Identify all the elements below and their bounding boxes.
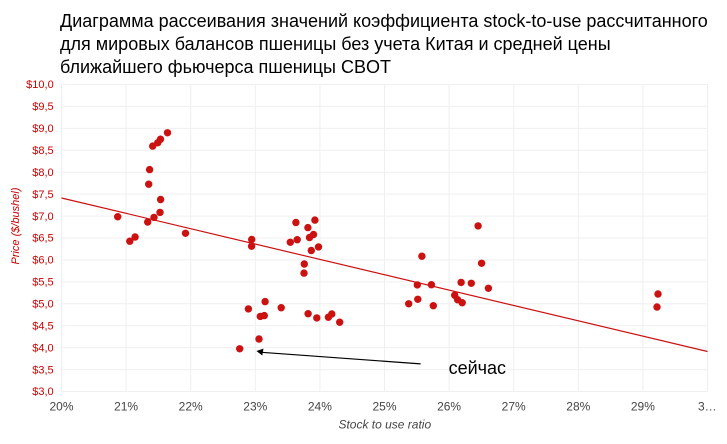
svg-text:$8,0: $8,0 (32, 167, 53, 179)
svg-text:$5,5: $5,5 (32, 277, 53, 289)
svg-text:для мировых балансов пшеницы б: для мировых балансов пшеницы без учета К… (60, 34, 611, 54)
svg-text:Stock to use ratio: Stock to use ratio (338, 418, 431, 432)
svg-text:$6,5: $6,5 (32, 233, 53, 245)
svg-text:$8,5: $8,5 (32, 145, 53, 157)
svg-text:26%: 26% (437, 400, 461, 414)
svg-text:$7,5: $7,5 (32, 189, 53, 201)
svg-text:$10,0: $10,0 (26, 79, 54, 91)
svg-text:20%: 20% (49, 400, 73, 414)
svg-text:3…: 3… (698, 400, 717, 414)
svg-text:29%: 29% (631, 400, 655, 414)
svg-text:$5,0: $5,0 (32, 299, 53, 311)
svg-text:$9,5: $9,5 (32, 101, 53, 113)
svg-text:$3,0: $3,0 (32, 386, 53, 398)
svg-text:Диаграмма рассеивания значений: Диаграмма рассеивания значений коэффицие… (60, 11, 708, 31)
svg-text:23%: 23% (243, 400, 267, 414)
svg-text:$4,5: $4,5 (32, 320, 53, 332)
svg-text:27%: 27% (502, 400, 526, 414)
svg-text:$4,0: $4,0 (32, 342, 53, 354)
svg-text:24%: 24% (308, 400, 332, 414)
svg-text:$7,0: $7,0 (32, 211, 53, 223)
svg-text:$9,0: $9,0 (32, 123, 53, 135)
svg-text:$3,5: $3,5 (32, 364, 53, 376)
svg-text:$6,0: $6,0 (32, 255, 53, 267)
svg-text:ближайшего фьючерса пшеницы CB: ближайшего фьючерса пшеницы CBOT (60, 57, 391, 77)
svg-text:Price ($/bushel): Price ($/bushel) (10, 187, 22, 264)
svg-text:22%: 22% (179, 400, 203, 414)
svg-text:21%: 21% (114, 400, 138, 414)
svg-text:28%: 28% (566, 400, 590, 414)
svg-text:25%: 25% (372, 400, 396, 414)
svg-text:сейчас: сейчас (449, 358, 506, 378)
